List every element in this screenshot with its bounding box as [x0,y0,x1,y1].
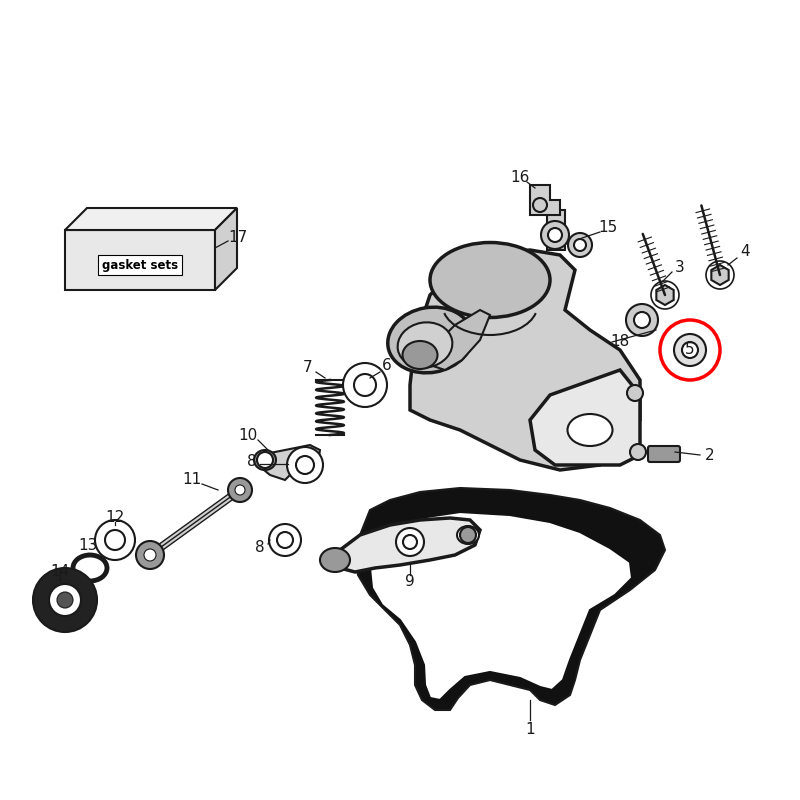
Polygon shape [656,285,674,305]
Text: 8: 8 [247,454,257,470]
Circle shape [460,527,476,543]
Circle shape [533,198,547,212]
Circle shape [541,221,569,249]
Circle shape [627,385,643,401]
Circle shape [235,485,245,495]
Circle shape [674,334,706,366]
Circle shape [228,478,252,502]
Text: 3: 3 [675,261,685,275]
Text: 16: 16 [510,170,530,186]
Polygon shape [370,512,632,700]
Circle shape [257,452,273,468]
Ellipse shape [457,526,479,544]
Ellipse shape [567,414,613,446]
Circle shape [626,304,658,336]
Circle shape [343,363,387,407]
Text: 1: 1 [525,722,535,738]
Polygon shape [410,250,640,470]
Text: 17: 17 [228,230,248,246]
Polygon shape [258,445,320,480]
Ellipse shape [398,322,452,368]
Circle shape [95,520,135,560]
Text: 15: 15 [598,221,618,235]
Text: 8: 8 [255,541,265,555]
Polygon shape [530,185,560,215]
Circle shape [548,228,562,242]
Text: 13: 13 [78,538,98,553]
Circle shape [296,456,314,474]
Ellipse shape [320,548,350,572]
Text: gasket sets: gasket sets [102,258,178,271]
Text: 14: 14 [50,565,70,579]
Ellipse shape [402,341,438,369]
Circle shape [682,342,698,358]
Circle shape [144,549,156,561]
Polygon shape [332,518,480,572]
Text: 11: 11 [182,473,202,487]
Polygon shape [215,208,237,290]
Polygon shape [430,310,490,370]
Polygon shape [530,370,640,465]
Circle shape [574,239,586,251]
Circle shape [396,528,424,556]
Circle shape [277,532,293,548]
Ellipse shape [388,307,472,373]
Ellipse shape [254,450,276,470]
Polygon shape [711,265,729,285]
Text: 6: 6 [382,358,392,373]
Circle shape [630,444,646,460]
Circle shape [136,541,164,569]
Text: 18: 18 [610,334,630,350]
Circle shape [354,374,376,396]
Circle shape [403,535,417,549]
Circle shape [269,524,301,556]
Text: 10: 10 [238,427,258,442]
FancyBboxPatch shape [648,446,680,462]
Circle shape [105,530,125,550]
Text: 7: 7 [303,361,313,375]
Circle shape [33,568,97,632]
Circle shape [57,592,73,608]
Text: 5: 5 [685,342,695,358]
Polygon shape [65,230,215,290]
Polygon shape [65,208,237,230]
Circle shape [634,312,650,328]
Circle shape [287,447,323,483]
Ellipse shape [430,242,550,318]
Circle shape [49,584,81,616]
Polygon shape [547,210,565,250]
Text: 9: 9 [405,574,415,590]
Text: 12: 12 [106,510,125,526]
Polygon shape [355,488,665,710]
Text: 4: 4 [740,245,750,259]
Text: 2: 2 [705,447,715,462]
Circle shape [568,233,592,257]
